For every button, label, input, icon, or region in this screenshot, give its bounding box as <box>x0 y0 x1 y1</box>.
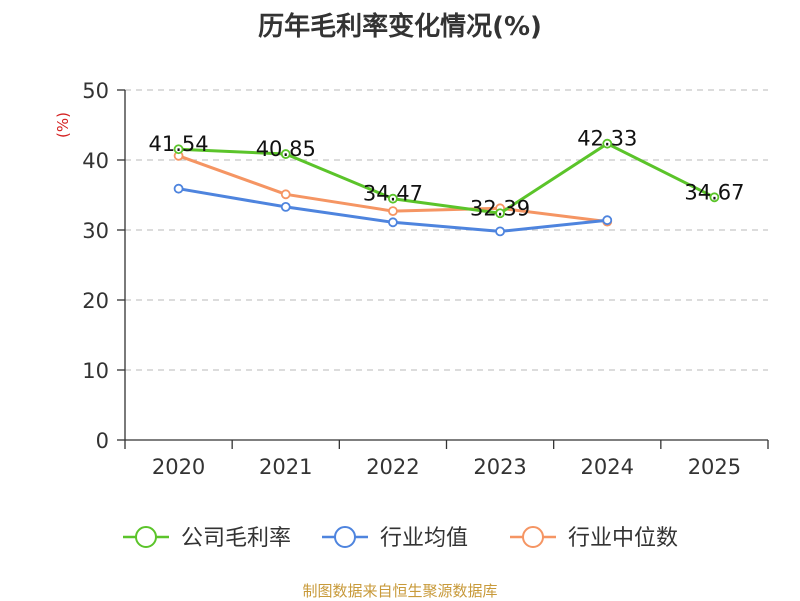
legend-marker <box>334 526 356 548</box>
data-label: 34.47 <box>363 182 423 206</box>
legend: 公司毛利率 行业均值 行业中位数 <box>123 526 678 551</box>
y-tick-label: 40 <box>82 149 109 173</box>
y-tick-label: 20 <box>82 289 109 313</box>
x-tick-label: 2023 <box>473 455 526 479</box>
data-labels: 41.54 40.85 34.47 32.39 42.33 34.67 <box>149 127 745 221</box>
data-label: 34.67 <box>684 180 744 204</box>
legend-marker <box>135 526 157 548</box>
x-tick-label: 2025 <box>688 455 741 479</box>
series-lines <box>173 138 720 237</box>
axes: 0 10 20 30 40 50 (%) 2020 2021 2022 2023 2024 2025 <box>54 79 769 479</box>
data-point <box>388 217 398 228</box>
data-point <box>602 138 613 149</box>
data-point <box>602 215 613 226</box>
data-point <box>388 193 398 204</box>
data-label: 32.39 <box>470 196 530 220</box>
y-tick-label: 0 <box>96 429 109 453</box>
data-point <box>173 183 184 194</box>
y-tick-label: 30 <box>82 219 109 243</box>
data-point <box>280 189 291 200</box>
legend-label: 公司毛利率 <box>181 526 291 551</box>
series-line-0 <box>178 142 716 215</box>
data-point <box>173 144 184 155</box>
x-tick-label: 2021 <box>259 455 312 479</box>
x-tick-label: 2024 <box>581 455 634 479</box>
data-label: 40.85 <box>256 137 316 161</box>
data-point <box>280 201 291 212</box>
legend-marker <box>522 526 544 548</box>
legend-label: 行业均值 <box>380 526 468 551</box>
chart-title: 历年毛利率变化情况(%) <box>258 12 542 42</box>
data-point <box>495 226 505 237</box>
x-tick-label: 2020 <box>152 455 205 479</box>
data-label: 42.33 <box>577 127 637 151</box>
y-tick-label: 10 <box>82 359 109 383</box>
data-point <box>495 208 505 219</box>
y-axis-label: (%) <box>54 112 72 138</box>
data-point <box>388 206 398 217</box>
data-point <box>709 192 720 203</box>
source-note: 制图数据来自恒生聚源数据库 <box>302 582 498 600</box>
x-tick-label: 2022 <box>366 455 419 479</box>
y-tick-label: 50 <box>82 79 109 103</box>
data-label: 41.54 <box>149 132 209 156</box>
legend-label: 行业中位数 <box>568 526 678 551</box>
data-point <box>280 149 291 159</box>
grid-lines <box>125 89 768 371</box>
